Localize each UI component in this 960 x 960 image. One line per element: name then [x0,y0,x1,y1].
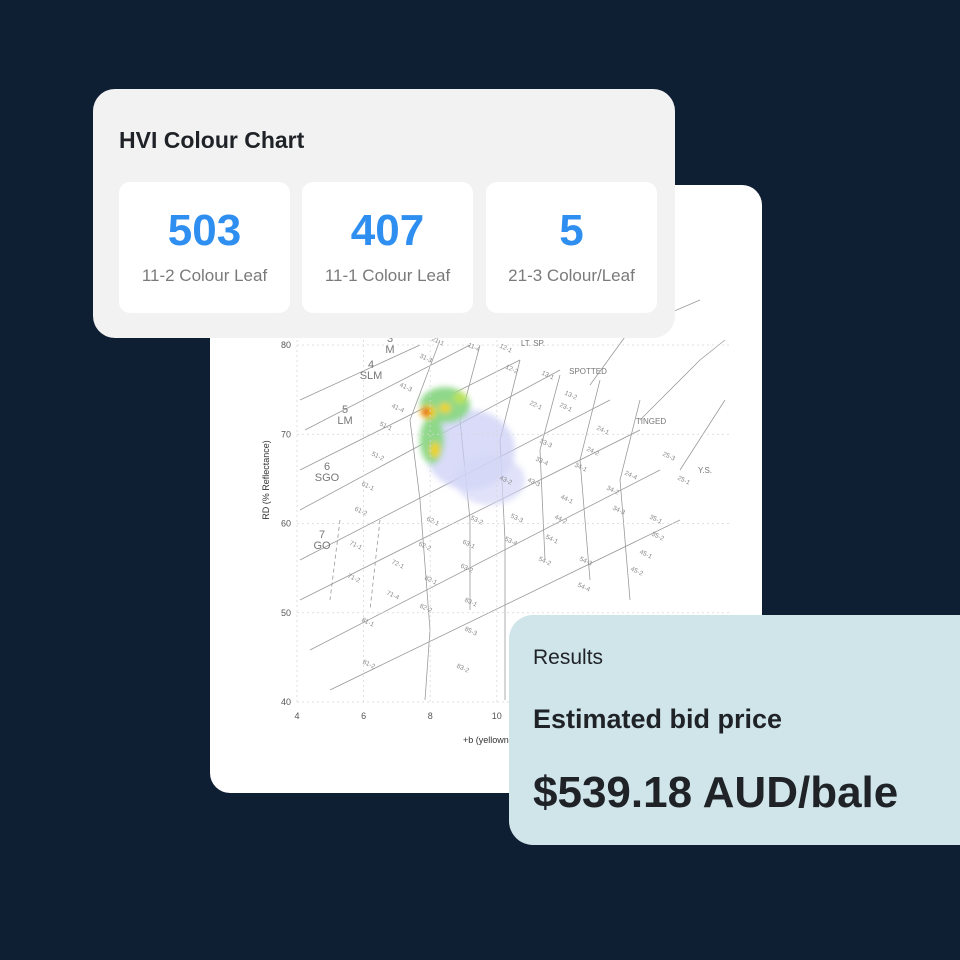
region-label: Y.S. [698,466,712,475]
grade-name: GO [313,540,331,552]
y-tick-label: 60 [281,519,291,529]
stat-label: 21-3 Colour/Leaf [508,266,635,285]
y-tick-label: 40 [281,697,291,707]
y-tick-label: 50 [281,608,291,618]
region-label: SPOTTED [569,367,607,376]
stat-value: 503 [167,206,242,255]
grade-name: LM [337,415,352,427]
stat-label: 11-1 Colour Leaf [324,266,451,285]
cell-label: 11-4 [466,342,481,354]
results-card: Results Estimated bid price $539.18 AUD/… [509,615,960,845]
y-axis-label: RD (% Reflectance) [261,440,271,520]
grade-number: 5 [342,404,348,416]
stat-value: 5 [559,206,584,255]
density-heatmap [420,387,525,505]
results-title: Results [533,646,604,669]
stat-tile: 503 11-2 Colour Leaf [119,182,290,313]
stat-label: 11-2 Colour Leaf [141,266,268,285]
grade-number: 4 [368,359,374,371]
stat-tile: 5 21-3 Colour/Leaf [486,182,657,313]
results-label: Estimated bid price [533,704,783,734]
x-tick-label: 8 [428,711,433,721]
grade-name: M [385,344,394,356]
x-tick-label: 4 [294,711,299,721]
region-label: LT. SP. [521,339,545,348]
grade-number: 7 [319,529,325,541]
card-title: HVI Colour Chart [119,127,305,153]
stat-value: 407 [350,206,425,255]
grade-number: 6 [324,461,330,473]
hvi-card: HVI Colour Chart 503 11-2 Colour Leaf 40… [93,89,675,338]
region-label: TINGED [636,417,666,426]
y-tick-label: 70 [281,429,291,439]
grade-name: SLM [360,370,383,382]
stat-tile: 407 11-1 Colour Leaf [302,182,473,313]
grade-name: SGO [315,472,340,484]
x-tick-label: 10 [492,711,502,721]
x-tick-label: 6 [361,711,366,721]
results-value: $539.18 AUD/bale [533,768,899,817]
y-tick-label: 80 [281,340,291,350]
grade-number: 3 [387,333,393,345]
x-axis-label: +b (yellowness) [463,735,526,745]
